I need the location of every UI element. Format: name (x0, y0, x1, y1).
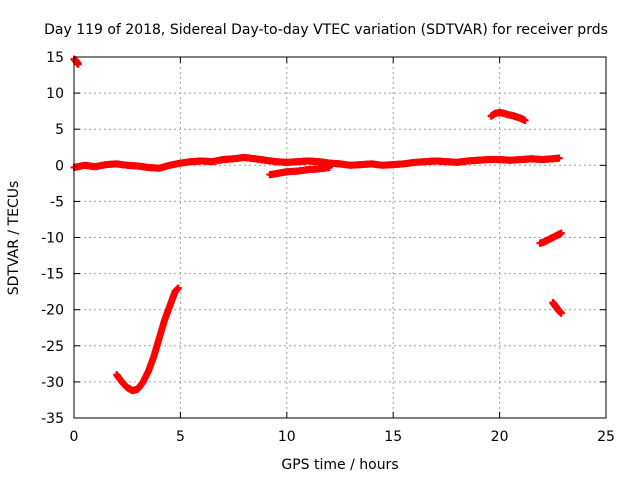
y-tick-label: 15 (46, 50, 64, 66)
x-tick-label: 15 (384, 429, 402, 445)
series-seg-minus10 (536, 229, 565, 247)
x-axis-label: GPS time / hours (281, 457, 398, 473)
data-point (325, 163, 333, 171)
series-dip-segment (266, 163, 333, 179)
series-main-band (70, 153, 563, 172)
x-tick-label: 5 (176, 429, 185, 445)
y-tick-label: -20 (41, 303, 64, 319)
series-u-curve (113, 284, 182, 395)
data-point (521, 117, 529, 125)
data-point (74, 60, 82, 68)
data-points (70, 55, 565, 395)
x-tick-label: 20 (491, 429, 509, 445)
y-tick-label: -5 (50, 194, 64, 210)
y-tick-label: 0 (55, 158, 64, 174)
x-tick-label: 25 (597, 429, 615, 445)
y-tick-label: -25 (41, 339, 64, 355)
y-tick-label: 5 (55, 122, 64, 138)
data-point (557, 229, 565, 237)
y-axis-label: SDTVAR / TECUs (6, 181, 22, 296)
series-arc-20h (487, 109, 529, 125)
y-tick-label: -10 (41, 231, 64, 247)
data-point (557, 309, 565, 317)
series-seg-minus20 (549, 298, 565, 317)
y-tick-label: 10 (46, 86, 64, 102)
x-tick-label: 10 (278, 429, 296, 445)
plot-frame (73, 56, 607, 419)
data-point (174, 284, 182, 292)
chart-title: Day 119 of 2018, Sidereal Day-to-day VTE… (44, 22, 608, 38)
y-tick-label: -30 (41, 375, 64, 391)
y-tick-label: -15 (41, 267, 64, 283)
x-tick-label: 0 (70, 429, 79, 445)
data-point (555, 154, 563, 162)
y-tick-label: -35 (41, 411, 64, 427)
